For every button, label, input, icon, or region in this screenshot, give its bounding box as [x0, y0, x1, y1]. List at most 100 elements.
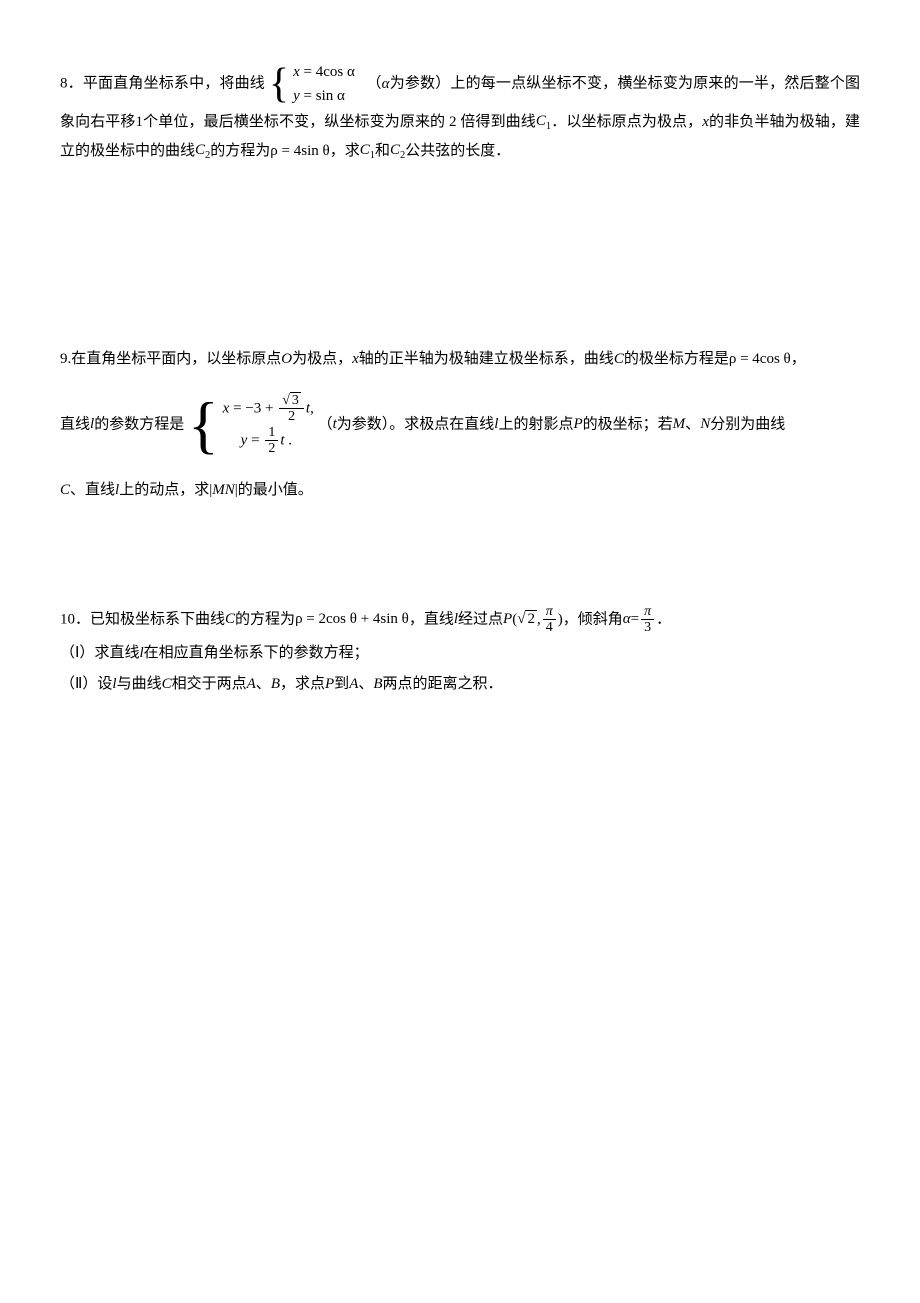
denominator: 2 — [285, 409, 298, 424]
equals: = — [631, 606, 639, 633]
text: 在直角坐标平面内，以坐标原点 — [71, 351, 281, 367]
C1-ref: C1 — [360, 137, 375, 166]
text: 的方程为 — [235, 611, 295, 627]
pi: π — [641, 604, 654, 620]
text: 经过点 — [458, 611, 503, 627]
alpha: α — [382, 71, 390, 98]
A: A — [247, 671, 256, 698]
problem-8-body: 8．平面直角坐标系中，将曲线 { x = 4cos α y = sin α （α… — [60, 60, 860, 166]
text: 求直线 — [94, 645, 139, 661]
problem-10: 10．已知极坐标系下曲线C的方程为ρ = 2cos θ + 4sin θ，直线l… — [60, 604, 860, 698]
abs-MN: |MN| — [209, 477, 238, 504]
text: 的最小值。 — [238, 482, 313, 498]
A-ref: A — [349, 671, 358, 698]
text: ，直线 — [409, 611, 454, 627]
text: 个单位，最后横坐标不变，纵坐标变为原来的 2 倍得到曲线 — [143, 114, 536, 130]
text: 直线 — [60, 416, 90, 432]
polar-eq: ρ = 4cos θ — [729, 346, 791, 373]
text: 设 — [97, 676, 112, 692]
C2: C2 — [195, 137, 210, 166]
equation-system: { x = −3 + 3 2 t, y = 1 2 t . — [188, 393, 314, 457]
text: ，求 — [330, 143, 360, 159]
polar-eq: ρ = 2cos θ + 4sin θ — [295, 606, 409, 633]
text: （ — [374, 75, 382, 91]
denominator: 3 — [641, 620, 654, 635]
C-ref: C — [60, 477, 70, 504]
problem-8: 8．平面直角坐标系中，将曲线 { x = 4cos α y = sin α （α… — [60, 60, 860, 166]
B-ref: B — [373, 671, 382, 698]
denominator: 4 — [543, 620, 556, 635]
polar-eq: ρ = 4sin θ — [270, 138, 329, 165]
C: C — [614, 346, 624, 373]
x-var: x — [702, 109, 709, 136]
problem-9-line1: 9.在直角坐标平面内，以坐标原点O为极点，x轴的正半轴为极轴建立极坐标系，曲线C… — [60, 346, 860, 373]
problem-10-part1: （Ⅰ）求直线l在相应直角坐标系下的参数方程； — [60, 640, 860, 667]
C-ref: C — [162, 671, 172, 698]
text: 的方程为 — [210, 143, 270, 159]
pi: π — [543, 604, 556, 620]
text: 的参数方程是 — [94, 416, 184, 432]
text: 相交于两点 — [172, 676, 247, 692]
text: （ — [318, 416, 333, 432]
text: 轴的正半轴为极轴建立极坐标系，曲线 — [359, 351, 614, 367]
denominator: 2 — [265, 441, 278, 456]
number-one: 1 — [136, 109, 144, 136]
eq1: x = 4cos α — [293, 60, 355, 84]
problem-9: 9.在直角坐标平面内，以坐标原点O为极点，x轴的正半轴为极轴建立极坐标系，曲线C… — [60, 346, 860, 504]
C2-ref: C2 — [390, 137, 405, 166]
problem-10-part2: （Ⅱ）设l与曲线C相交于两点A、B，求点P到A、B两点的距离之积． — [60, 671, 860, 698]
fraction: π4 — [543, 604, 556, 636]
text: 平面直角坐标系中，将曲线 — [83, 75, 265, 91]
text: ，求点 — [280, 676, 325, 692]
brace: { — [188, 393, 219, 457]
P-coords: (2,π4) — [512, 604, 563, 636]
P: P — [503, 606, 512, 633]
O: O — [281, 346, 292, 373]
text: 到 — [334, 676, 349, 692]
fraction: 1 2 — [265, 425, 278, 457]
problem-9-line2: 直线l的参数方程是 { x = −3 + 3 2 t, y = 1 2 t . — [60, 393, 860, 457]
equation-system: { x = 4cos α y = sin α — [269, 60, 355, 108]
B: B — [271, 671, 280, 698]
text: 上的动点，求 — [119, 482, 209, 498]
text: 与曲线 — [117, 676, 162, 692]
problem-9-line3: C、直线l上的动点，求|MN|的最小值。 — [60, 477, 860, 504]
C1: C1 — [536, 108, 551, 137]
brace-body: x = 4cos α y = sin α — [293, 60, 355, 108]
brace: { — [269, 63, 289, 105]
alpha: α — [623, 606, 631, 633]
text: 和 — [375, 143, 390, 159]
M: M — [673, 411, 686, 438]
N: N — [700, 411, 710, 438]
x-var: x — [352, 346, 359, 373]
text: 在相应直角坐标系下的参数方程； — [144, 645, 369, 661]
P: P — [573, 411, 582, 438]
part-label: （Ⅰ） — [60, 645, 94, 661]
text: 已知极坐标系下曲线 — [90, 611, 225, 627]
text: 公共弦的长度． — [405, 143, 510, 159]
problem-10-body: 10．已知极坐标系下曲线C的方程为ρ = 2cos θ + 4sin θ，直线l… — [60, 604, 860, 636]
text: ． — [656, 611, 671, 627]
problem-number: 9. — [60, 351, 71, 367]
text: 、直线 — [70, 482, 115, 498]
numerator: 1 — [265, 425, 278, 441]
problem-number: 10． — [60, 611, 90, 627]
problem-number: 8． — [60, 75, 83, 91]
text: ，倾斜角 — [563, 611, 623, 627]
P-ref: P — [325, 671, 334, 698]
text: 两点的距离之积． — [383, 676, 503, 692]
sqrt-icon: 2 — [517, 606, 537, 633]
fraction: π3 — [641, 604, 654, 636]
brace-body: x = −3 + 3 2 t, y = 1 2 t . — [223, 393, 314, 457]
alpha-val: π3 — [639, 604, 656, 636]
text: 、 — [685, 416, 700, 432]
text: 为参数）。求极点在直线 — [337, 416, 495, 432]
eq2: y = 1 2 t . — [223, 425, 314, 457]
sqrt-icon: 3 — [282, 393, 301, 408]
fraction: 3 2 — [279, 393, 304, 425]
text: 为极点， — [292, 351, 352, 367]
numerator: 3 — [279, 393, 304, 409]
text: 的极坐标方程是 — [624, 351, 729, 367]
text: 的极坐标；若 — [583, 416, 673, 432]
text: ．以坐标原点为极点， — [551, 114, 702, 130]
